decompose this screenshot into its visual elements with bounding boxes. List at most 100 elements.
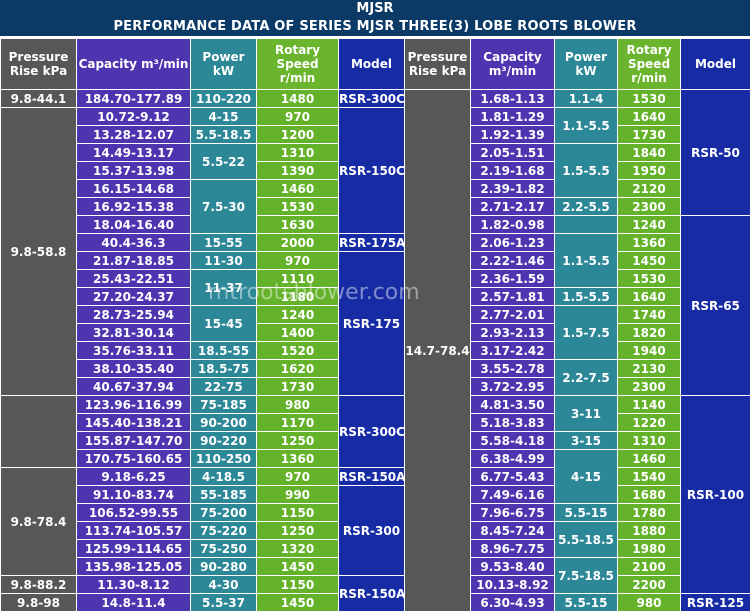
rotary-cell: 1240 <box>257 306 339 324</box>
power-cell: 3-15 <box>555 432 618 450</box>
capacity-cell: 40.67-37.94 <box>77 378 191 396</box>
capacity-cell: 2.22-1.46 <box>471 252 555 270</box>
table-row: 9.8-88.2 11.30-8.12 4-30 1150 RSR-150A 1… <box>1 576 750 594</box>
rotary-cell: 1110 <box>257 270 339 288</box>
rotary-cell: 1310 <box>618 432 681 450</box>
rotary-cell: 1540 <box>618 468 681 486</box>
header-model: Model <box>681 39 750 90</box>
rotary-cell: 1200 <box>257 126 339 144</box>
rotary-cell: 1150 <box>257 576 339 594</box>
rotary-cell: 1630 <box>257 216 339 234</box>
capacity-cell: 16.15-14.68 <box>77 180 191 198</box>
power-cell: 5.5-37 <box>191 594 257 612</box>
capacity-cell: 35.76-33.11 <box>77 342 191 360</box>
power-cell: 1.1-5.5 <box>555 108 618 144</box>
rotary-cell: 2120 <box>618 180 681 198</box>
rotary-cell: 1620 <box>257 360 339 378</box>
header-pressure: Pressure Rise kPa <box>405 39 471 90</box>
model-cell: RSR-150A <box>339 468 405 486</box>
capacity-cell: 18.04-16.40 <box>77 216 191 234</box>
header-row: Pressure Rise kPa Capacity m³/min Power … <box>1 39 750 90</box>
rotary-cell: 1450 <box>618 252 681 270</box>
header-rotary-speed: Rotary Speed r/min <box>257 39 339 90</box>
rotary-cell: 1460 <box>257 180 339 198</box>
capacity-cell: 6.30-4.93 <box>471 594 555 612</box>
rotary-cell: 2130 <box>618 360 681 378</box>
power-cell: 7.5-30 <box>191 180 257 234</box>
pressure-cell: 9.8-98 <box>1 594 77 612</box>
capacity-cell: 3.17-2.42 <box>471 342 555 360</box>
power-cell: 4-15 <box>555 450 618 504</box>
capacity-cell: 2.39-1.82 <box>471 180 555 198</box>
table-row: 91.10-83.74 55-185 990 RSR-300 7.49-6.16… <box>1 486 750 504</box>
capacity-cell: 155.87-147.70 <box>77 432 191 450</box>
rotary-cell: 1680 <box>618 486 681 504</box>
power-cell: 2.2-7.5 <box>555 360 618 396</box>
capacity-cell: 145.40-138.21 <box>77 414 191 432</box>
power-cell: 75-220 <box>191 522 257 540</box>
document-subtitle: PERFORMANCE DATA OF SERIES MJSR THREE(3)… <box>0 18 750 36</box>
rotary-cell: 1180 <box>257 288 339 306</box>
capacity-cell: 2.05-1.51 <box>471 144 555 162</box>
document-title: MJSR <box>0 0 750 18</box>
power-cell: 90-200 <box>191 414 257 432</box>
power-cell: 7.5-18.5 <box>555 558 618 594</box>
pressure-cell: 9.8-44.1 <box>1 90 77 108</box>
power-cell: 90-280 <box>191 558 257 576</box>
model-cell: RSR-300C <box>339 396 405 468</box>
performance-sheet: MJSR PERFORMANCE DATA OF SERIES MJSR THR… <box>0 0 750 579</box>
rotary-cell: 1530 <box>618 270 681 288</box>
model-cell: RSR-300 <box>339 486 405 576</box>
model-cell: RSR-65 <box>681 216 750 396</box>
power-cell: 4-30 <box>191 576 257 594</box>
header-capacity: Capacity m³/min <box>471 39 555 90</box>
header-capacity: Capacity m³/min <box>77 39 191 90</box>
header-rotary-speed: Rotary Speed r/min <box>618 39 681 90</box>
power-cell: 1.1-5.5 <box>555 234 618 288</box>
capacity-cell: 10.13-8.92 <box>471 576 555 594</box>
rotary-cell: 1530 <box>257 198 339 216</box>
rotary-cell: 1310 <box>257 144 339 162</box>
rotary-cell: 1450 <box>257 558 339 576</box>
rotary-cell: 980 <box>618 594 681 612</box>
header-pressure: Pressure Rise kPa <box>1 39 77 90</box>
power-cell: 5.5-22 <box>191 144 257 180</box>
rotary-cell: 1520 <box>257 342 339 360</box>
model-cell: RSR-175 <box>339 252 405 396</box>
capacity-cell: 10.72-9.12 <box>77 108 191 126</box>
header-power: Power kW <box>191 39 257 90</box>
capacity-cell: 13.28-12.07 <box>77 126 191 144</box>
capacity-cell: 2.19-1.68 <box>471 162 555 180</box>
rotary-cell: 2200 <box>618 576 681 594</box>
capacity-cell: 1.81-1.29 <box>471 108 555 126</box>
power-cell: 18.5-75 <box>191 360 257 378</box>
rotary-cell: 1640 <box>618 108 681 126</box>
capacity-cell: 106.52-99.55 <box>77 504 191 522</box>
model-cell: RSR-150C <box>339 108 405 234</box>
rotary-cell: 970 <box>257 252 339 270</box>
power-cell: 5.5-18.5 <box>555 522 618 558</box>
power-cell: 22-75 <box>191 378 257 396</box>
power-cell: 5.5-15 <box>555 504 618 522</box>
capacity-cell: 27.20-24.37 <box>77 288 191 306</box>
power-cell: 75-185 <box>191 396 257 414</box>
capacity-cell: 3.55-2.78 <box>471 360 555 378</box>
capacity-cell: 113.74-105.57 <box>77 522 191 540</box>
capacity-cell: 6.77-5.43 <box>471 468 555 486</box>
power-cell: 55-185 <box>191 486 257 504</box>
model-cell: RSR-125 <box>681 594 750 612</box>
header-model: Model <box>339 39 405 90</box>
rotary-cell: 1730 <box>618 126 681 144</box>
table-row: 9.8-78.4 9.18-6.25 4-18.5 970 RSR-150A 6… <box>1 468 750 486</box>
rotary-cell: 2300 <box>618 378 681 396</box>
power-cell: 11-37 <box>191 270 257 306</box>
capacity-cell: 9.53-8.40 <box>471 558 555 576</box>
model-cell: RSR-150A <box>339 576 405 612</box>
power-cell: 75-250 <box>191 540 257 558</box>
table-row: 123.96-116.99 75-185 980 RSR-300C 4.81-3… <box>1 396 750 414</box>
power-cell: 1.5-5.5 <box>555 288 618 306</box>
power-cell: 75-200 <box>191 504 257 522</box>
capacity-cell: 7.96-6.75 <box>471 504 555 522</box>
rotary-cell: 1150 <box>257 504 339 522</box>
capacity-cell: 6.38-4.99 <box>471 450 555 468</box>
